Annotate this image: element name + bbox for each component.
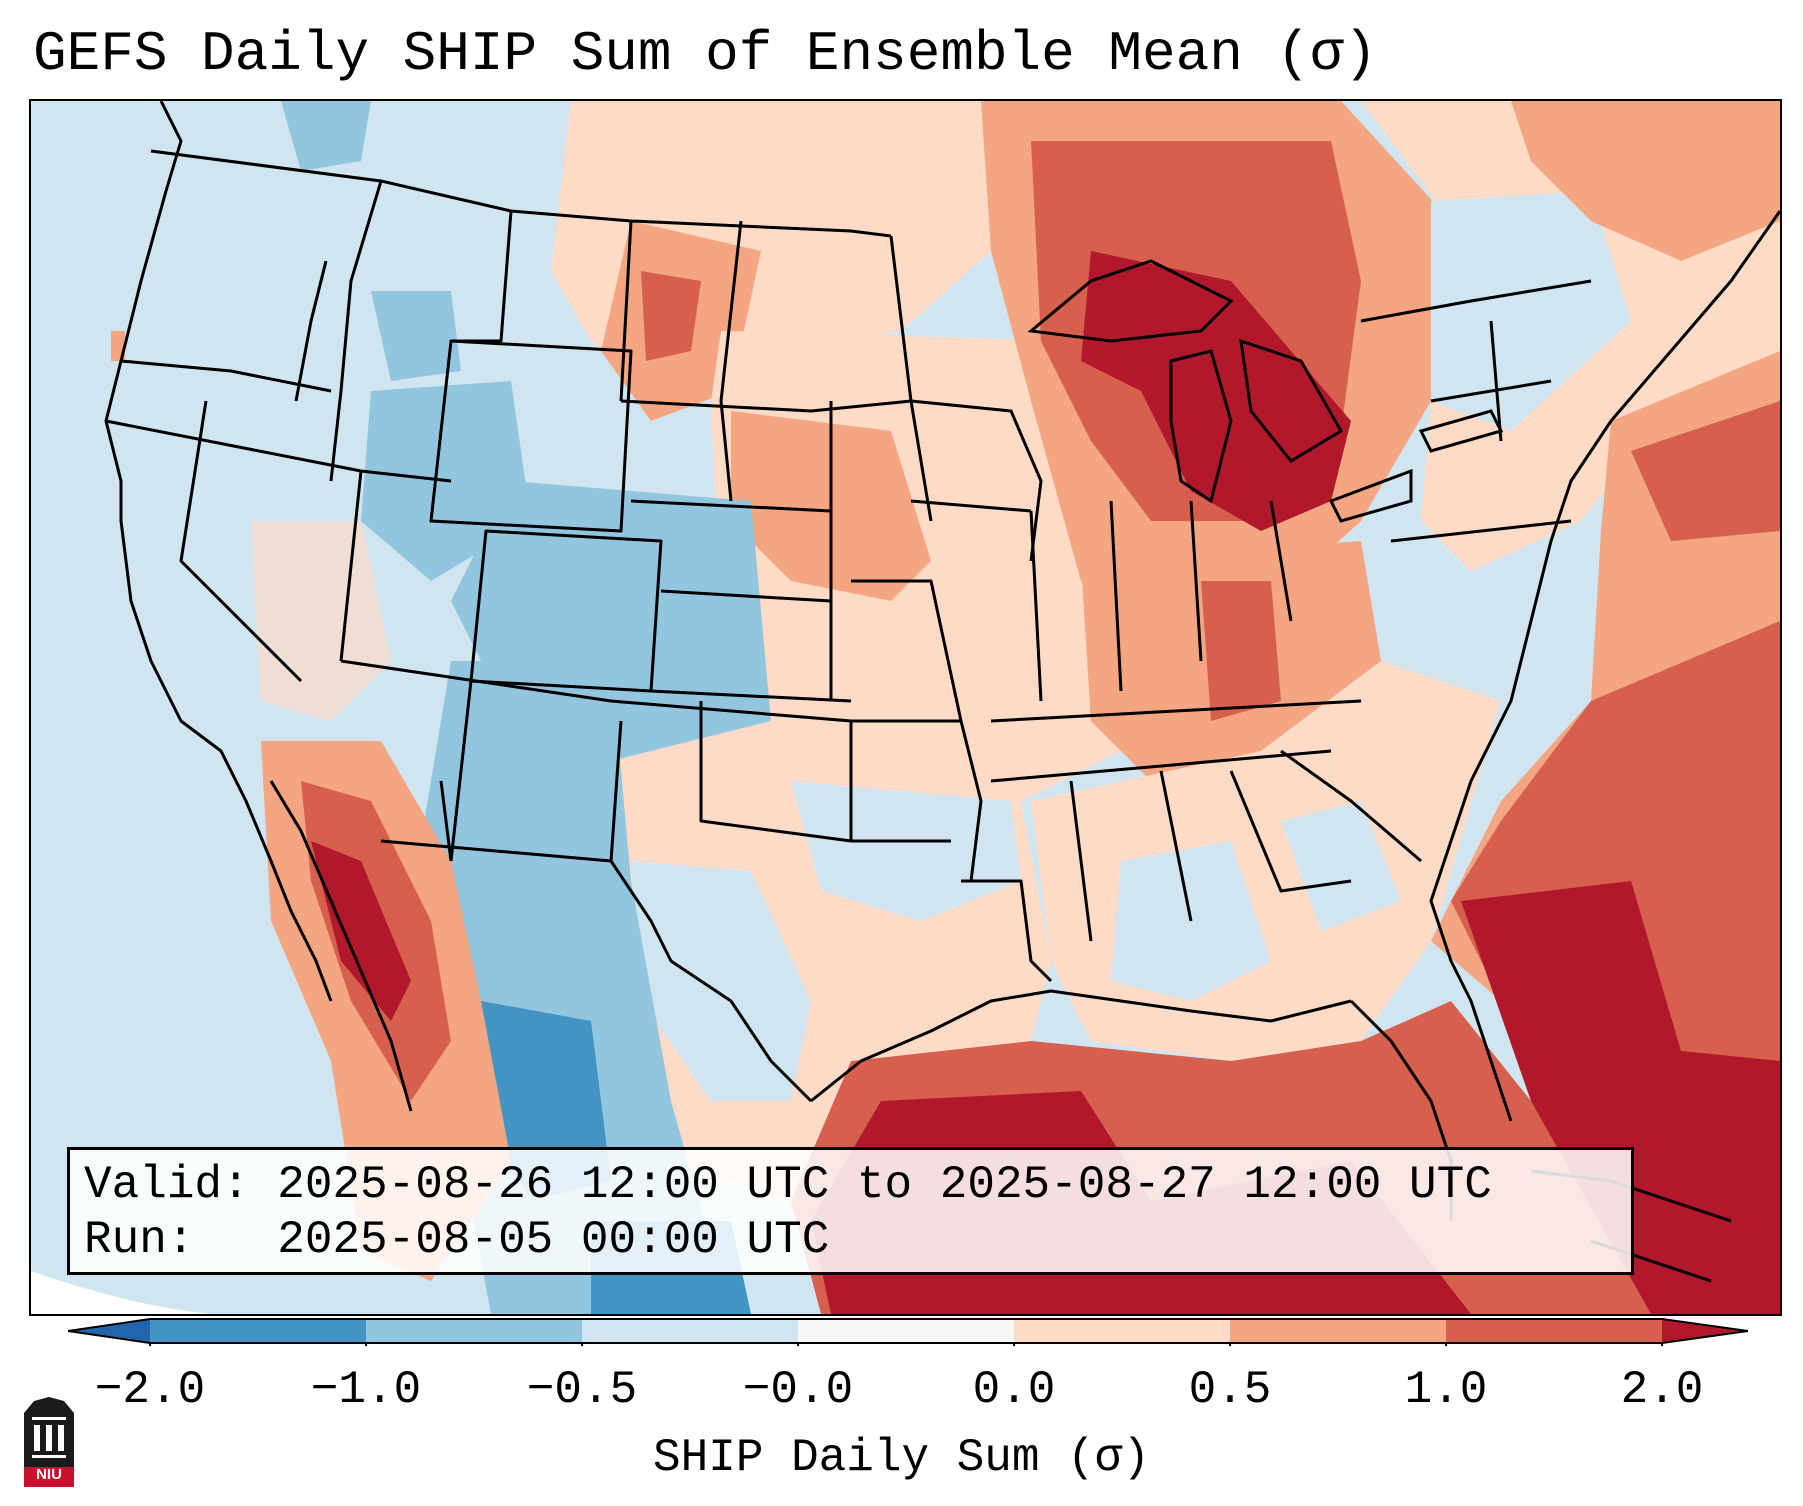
colorbar [68,1318,1748,1346]
colorbar-tick-label: −0.5 [526,1364,638,1416]
colorbar-tick-label: 0.0 [972,1364,1056,1416]
map-panel[interactable]: Valid: 2025-08-26 12:00 UTC to 2025-08-2… [29,99,1782,1316]
colorbar-bin [1230,1319,1446,1343]
colorbar-tick-label: −2.0 [94,1364,206,1416]
colorbar-tick-label: −1.0 [310,1364,422,1416]
niu-logo-text: NIU [36,1466,62,1483]
colorbar-bin [798,1319,1014,1343]
colorbar-tick-label: 0.5 [1188,1364,1272,1416]
colorbar-label: SHIP Daily Sum (σ) [653,1432,1150,1484]
run-time-text: Run: 2025-08-05 00:00 UTC [84,1214,830,1266]
colorbar-extend-high [1662,1319,1748,1343]
colorbar-bin [366,1319,582,1343]
valid-time-text: Valid: 2025-08-26 12:00 UTC to 2025-08-2… [84,1159,1492,1211]
niu-logo [24,1397,74,1487]
colorbar-bin [150,1319,366,1343]
projection-edge-left [31,1271,211,1314]
state-borders [104,101,1780,1221]
colorbar-extend-low [68,1319,150,1343]
valid-run-info-box: Valid: 2025-08-26 12:00 UTC to 2025-08-2… [67,1147,1634,1275]
logo-band [24,1467,74,1487]
colorbar-bin [582,1319,798,1343]
colorbar-tick-label: 2.0 [1620,1364,1704,1416]
colorbar-ticks [149,1343,1663,1346]
colorbar-bin [1014,1319,1230,1343]
map-title: GEFS Daily SHIP Sum of Ensemble Mean (σ) [33,22,1378,86]
colorbar-bin [1446,1319,1662,1343]
great-lakes [1027,259,1504,523]
colorbar-tick-label: 1.0 [1404,1364,1488,1416]
ship-anomaly-map [31,101,1780,1314]
colorbar-tick-label: −0.0 [742,1364,854,1416]
